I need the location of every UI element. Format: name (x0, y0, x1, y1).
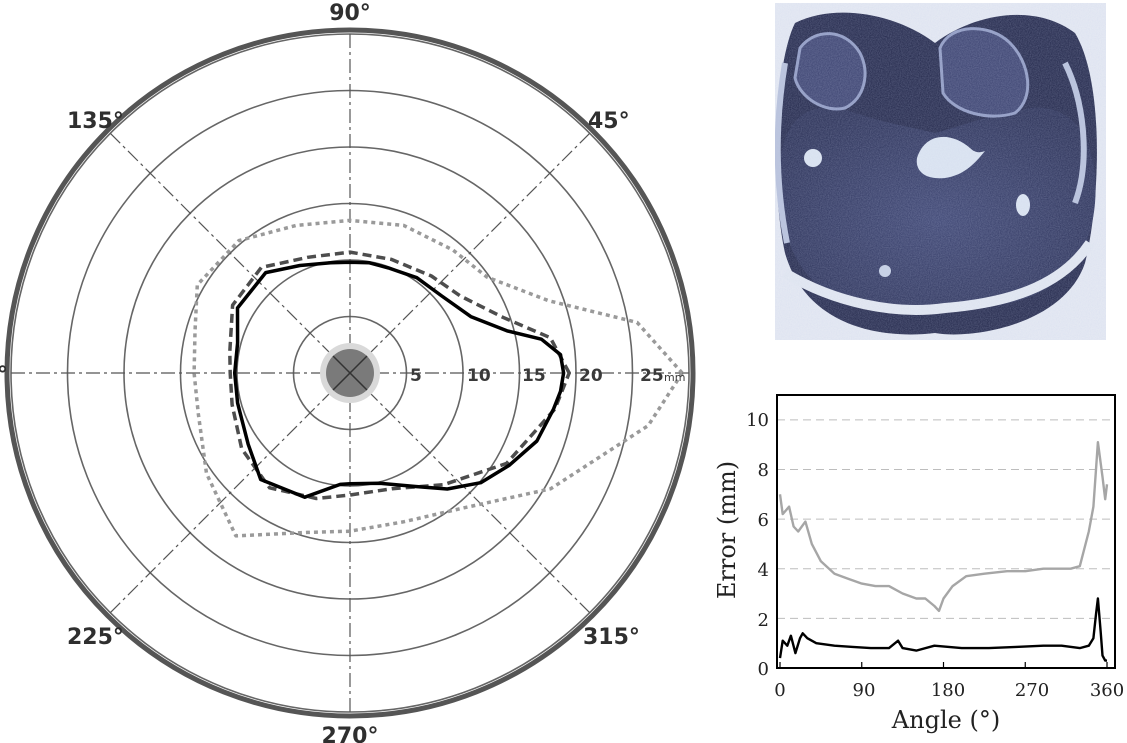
y-tick-label: 8 (758, 460, 769, 481)
polar-series-dashed-dark (228, 250, 571, 501)
angle-label-315: 315° (583, 625, 640, 650)
y-tick-label: 0 (758, 659, 769, 680)
error-series-line-2 (778, 597, 1107, 662)
error-chart: 0 2 4 6 8 10 0 90 180 270 360 Angle (°) … (713, 394, 1124, 734)
x-tick-label: 90 (853, 680, 876, 701)
polar-grid-spoke (349, 130, 593, 374)
polar-series-dotted-gray (192, 218, 684, 538)
y-tick-label: 10 (746, 410, 769, 431)
radial-unit-label: mm (664, 371, 685, 384)
polar-grid (7, 30, 693, 716)
polar-outer-ring (4, 27, 696, 719)
radial-tick-label: 15 (522, 366, 546, 386)
polar-grid-spoke (349, 372, 593, 616)
angle-label-90: 90° (329, 1, 371, 26)
x-axis-title: Angle (°) (891, 706, 1000, 734)
mri-image (775, 3, 1106, 340)
error-series (778, 441, 1109, 662)
polar-grid-spoke (107, 372, 351, 616)
plot-frame (776, 394, 1116, 669)
radial-tick-label: 20 (579, 366, 603, 386)
polar-grid-spoke (107, 130, 351, 374)
radial-tick-label: 25 (640, 366, 664, 386)
error-series-line-1 (778, 441, 1109, 613)
angle-label-45: 45° (588, 109, 630, 134)
polar-series-solid-black (232, 260, 566, 499)
y-axis-title: Error (mm) (713, 461, 741, 599)
x-tick-label: 0 (774, 680, 785, 701)
polar-chart: 5 10 15 20 25 mm 0° 45° 90° 135° 225° 27… (0, 1, 696, 743)
angle-label-225: 225° (67, 625, 124, 650)
x-tick-label: 360 (1090, 680, 1124, 701)
radial-tick-label: 10 (467, 366, 491, 386)
angle-label-270: 270° (322, 724, 379, 743)
angle-label-180: ° (0, 363, 8, 388)
center-cross-2 (332, 355, 368, 391)
radial-tick-label: 5 (410, 366, 422, 386)
y-tick-label: 2 (758, 610, 769, 631)
polar-series (192, 218, 684, 538)
error-grid (777, 419, 1115, 668)
x-tick-label: 180 (931, 680, 965, 701)
x-tick-label: 270 (1015, 680, 1049, 701)
y-tick-label: 4 (758, 560, 769, 581)
angle-label-135: 135° (67, 109, 124, 134)
y-tick-label: 6 (758, 510, 769, 531)
